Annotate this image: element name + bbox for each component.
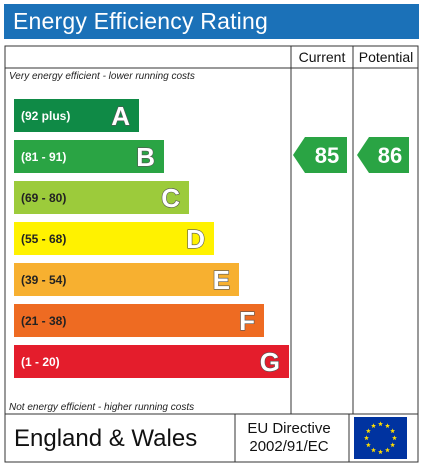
rating-bands: (92 plus) A (81 - 91) B (69 - 80) C (55 - 68) D… bbox=[14, 99, 289, 378]
band-g: (1 - 20) G bbox=[14, 345, 289, 378]
band-range-c: (69 - 80) bbox=[21, 191, 66, 205]
current-rating-value: 85 bbox=[315, 143, 339, 168]
region-label: England & Wales bbox=[14, 425, 197, 452]
band-letter-a: A bbox=[111, 101, 130, 131]
band-range-b: (81 - 91) bbox=[21, 150, 66, 164]
band-d: (55 - 68) D bbox=[14, 222, 214, 255]
band-bar-b bbox=[14, 140, 164, 173]
top-note: Very energy efficient - lower running co… bbox=[9, 71, 195, 82]
band-letter-d: D bbox=[186, 224, 205, 254]
current-column-header: Current bbox=[299, 49, 346, 65]
band-letter-e: E bbox=[213, 265, 230, 295]
band-range-a: (92 plus) bbox=[21, 109, 70, 123]
band-e: (39 - 54) E bbox=[14, 263, 239, 296]
directive-line-1: EU Directive bbox=[247, 420, 330, 437]
band-bar-g bbox=[14, 345, 289, 378]
chart-frame bbox=[4, 45, 419, 463]
band-range-g: (1 - 20) bbox=[21, 355, 60, 369]
band-bar-a bbox=[14, 99, 139, 132]
band-a: (92 plus) A bbox=[14, 99, 139, 132]
band-letter-f: F bbox=[239, 306, 255, 336]
band-bar-c bbox=[14, 181, 189, 214]
current-rating-arrow: 85 bbox=[293, 137, 347, 173]
header-bar: Energy Efficiency Rating bbox=[4, 4, 419, 39]
band-letter-b: B bbox=[136, 142, 155, 172]
band-bar-f bbox=[14, 304, 264, 337]
directive-line-2: 2002/91/EC bbox=[249, 438, 328, 455]
band-b: (81 - 91) B bbox=[14, 140, 164, 173]
band-range-f: (21 - 38) bbox=[21, 314, 66, 328]
band-range-d: (55 - 68) bbox=[21, 232, 66, 246]
band-range-e: (39 - 54) bbox=[21, 273, 66, 287]
band-f: (21 - 38) F bbox=[14, 304, 264, 337]
potential-column-header: Potential bbox=[359, 49, 413, 65]
band-bar-d bbox=[14, 222, 214, 255]
potential-rating-arrow: 86 bbox=[357, 137, 409, 173]
rating-indicators: 85 86 bbox=[293, 137, 409, 173]
band-bar-e bbox=[14, 263, 239, 296]
band-c: (69 - 80) C bbox=[14, 181, 189, 214]
band-letter-c: C bbox=[161, 183, 180, 213]
potential-rating-value: 86 bbox=[378, 143, 402, 168]
band-letter-g: G bbox=[260, 347, 280, 377]
bottom-note: Not energy efficient - higher running co… bbox=[9, 402, 194, 413]
eu-flag-icon bbox=[354, 417, 407, 459]
page-title: Energy Efficiency Rating bbox=[13, 8, 268, 34]
